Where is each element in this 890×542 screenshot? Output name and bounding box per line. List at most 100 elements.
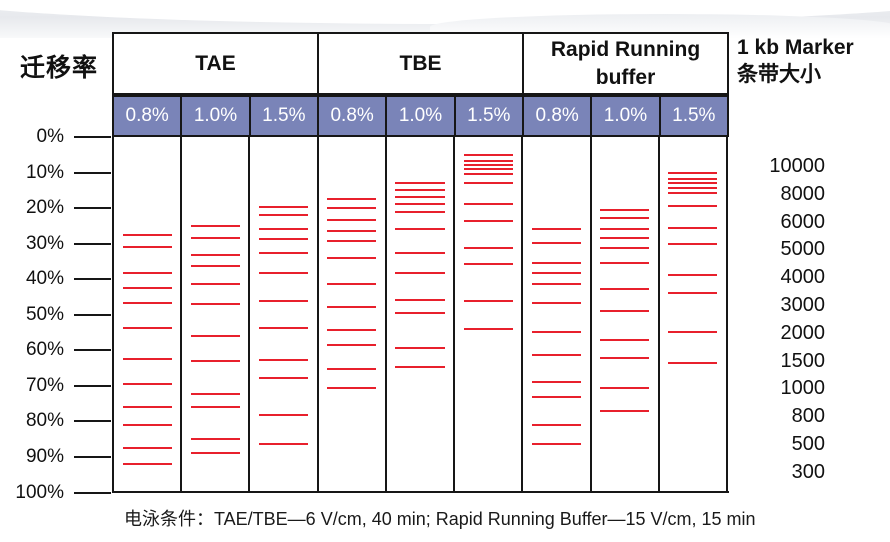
marker-size-label: 1500 — [780, 349, 826, 372]
gel-band — [668, 292, 718, 295]
gel-band — [190, 405, 240, 408]
gel-band — [122, 302, 172, 305]
gel-band — [463, 202, 513, 205]
gel-concentration-header-rapid-running-buffer-1.5-: 1.5% — [658, 97, 727, 135]
gel-band — [122, 246, 172, 249]
marker-size-label: 500 — [791, 433, 825, 455]
gel-band — [395, 210, 445, 213]
lane-border-line — [726, 137, 728, 493]
gel-band — [327, 282, 377, 285]
gel-band — [531, 353, 581, 356]
gel-band — [122, 447, 172, 450]
gel-band — [600, 410, 650, 413]
gel-band — [600, 208, 650, 211]
gel-band — [463, 163, 513, 166]
gel-band — [463, 168, 513, 170]
marker-size-label: 10000 — [769, 155, 825, 177]
y-tick-label: 10% — [25, 161, 64, 183]
gel-band — [395, 189, 445, 191]
y-tick-label: 40% — [25, 268, 64, 290]
migration-rate-axis-title: 迁移率 — [20, 54, 99, 82]
marker-size-label: 2000 — [780, 321, 826, 344]
gel-band — [258, 299, 309, 302]
y-tick-line — [74, 420, 111, 423]
gel-band — [463, 172, 513, 175]
gel-band — [327, 256, 377, 259]
gel-band — [395, 298, 445, 301]
gel-band — [600, 288, 650, 291]
y-tick-line — [74, 491, 111, 494]
y-tick-line — [74, 136, 111, 138]
lane-border-line — [112, 137, 114, 493]
gel-band — [122, 357, 172, 360]
y-tick-label: 80% — [25, 410, 64, 432]
marker-size-label: 300 — [791, 460, 825, 483]
gel-band — [122, 383, 172, 386]
gel-band — [668, 187, 718, 190]
lane-border-line — [521, 137, 524, 493]
gel-band — [668, 243, 718, 246]
gel-band — [258, 358, 309, 361]
gel-band — [395, 181, 445, 184]
gel-band — [600, 228, 650, 231]
marker-panel-title-line1: 1 kb Marker — [737, 36, 854, 59]
marker-size-label: 1000 — [780, 377, 826, 400]
y-tick-label: 20% — [25, 197, 64, 219]
gel-band — [668, 226, 718, 229]
gel-band — [531, 261, 581, 264]
gel-band — [190, 393, 240, 396]
gel-band — [190, 236, 240, 239]
gel-band — [327, 229, 377, 232]
gel-concentration-header-tbe-0.8-: 0.8% — [316, 97, 385, 135]
gel-band — [600, 356, 650, 359]
gel-band — [395, 366, 445, 369]
gel-band — [668, 273, 718, 276]
gel-band — [668, 172, 718, 175]
gel-band — [600, 309, 650, 312]
gel-band — [463, 328, 513, 331]
gel-band — [531, 302, 581, 305]
y-tick-line — [74, 349, 111, 352]
gel-band — [258, 251, 309, 254]
gel-band — [531, 272, 581, 275]
gel-band — [122, 286, 172, 289]
gel-band — [258, 327, 309, 330]
gel-band — [531, 330, 581, 333]
y-tick-label: 50% — [25, 303, 64, 325]
gel-band — [122, 405, 172, 408]
gel-band — [395, 196, 445, 199]
marker-size-label: 8000 — [780, 182, 826, 205]
gel-band — [600, 339, 650, 341]
marker-panel-title-line2: 条带大小 — [737, 63, 821, 86]
gel-band — [668, 205, 718, 207]
buffer-group-header-row: TAE TBE Rapid Running buffer — [112, 32, 729, 95]
gel-band — [327, 239, 377, 242]
gel-band — [395, 347, 445, 350]
gel-band — [463, 181, 513, 184]
gel-concentration-header-rapid-running-buffer-0.8-: 0.8% — [521, 97, 590, 135]
gel-band — [463, 247, 513, 250]
gel-band — [600, 246, 650, 249]
y-tick-label: 60% — [25, 339, 64, 361]
buffer-group-header-tbe: TBE — [317, 34, 522, 93]
gel-band — [122, 326, 172, 329]
gel-band — [327, 197, 377, 200]
gel-band — [258, 271, 309, 274]
gel-band — [531, 283, 581, 286]
y-tick-line — [74, 313, 111, 316]
lane-border-line — [384, 137, 387, 493]
gel-band — [190, 282, 240, 285]
gel-band — [327, 305, 377, 308]
y-tick-line — [74, 207, 111, 210]
marker-size-label: 4000 — [780, 266, 826, 289]
gel-concentration-header-tae-1.5-: 1.5% — [248, 97, 317, 135]
gel-band — [668, 182, 718, 185]
y-tick-line — [74, 278, 111, 281]
lane-border-line — [248, 137, 251, 493]
y-tick-label: 100% — [15, 481, 64, 503]
y-tick-label: 70% — [25, 374, 64, 396]
gel-band — [395, 203, 445, 206]
lane-border-line — [180, 137, 183, 493]
gel-band — [668, 330, 718, 333]
